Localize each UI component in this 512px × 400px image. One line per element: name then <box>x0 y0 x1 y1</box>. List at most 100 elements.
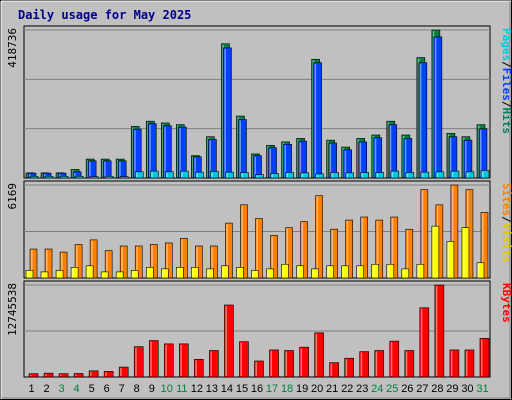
bar-pages-11 <box>180 170 189 179</box>
bar-visits-1 <box>25 270 34 279</box>
panel-middle: 6169 Sites/Visits <box>6 180 512 279</box>
legend-entry: / <box>500 61 512 68</box>
bar-visits-10 <box>160 268 169 279</box>
bar-sites-23 <box>360 216 369 279</box>
bar-visits-16 <box>251 270 259 279</box>
bar-kbytes-23 <box>359 351 370 378</box>
x-tick-label: 23 <box>356 383 368 395</box>
bar-kbytes-29 <box>449 349 460 378</box>
panel-bottom: 12745538 KBytes <box>6 280 512 378</box>
y-max-label: 418736 <box>6 28 19 68</box>
x-tick-label: 18 <box>281 383 293 395</box>
bar-sites-19 <box>300 221 308 279</box>
x-axis-day-labels: 1 2 3 4 5 6 7 8 9 10 11 12 13 14 15 16 17 18 19 20 21 22 23 24 2… <box>28 383 488 395</box>
bar-pages-20 <box>315 173 324 179</box>
bar-sites-20 <box>315 195 323 279</box>
bar-sites-31 <box>480 212 489 279</box>
x-tick-label: 16 <box>251 383 263 395</box>
bar-kbytes-4 <box>73 373 84 378</box>
legend-entry: KBytes <box>500 283 512 323</box>
y-max-label: 12745538 <box>6 283 19 336</box>
bar-kbytes-6 <box>103 371 114 378</box>
bar-visits-27 <box>416 263 425 279</box>
bar-kbytes-3 <box>58 373 69 378</box>
panel-top: 418736 Pages/Files/Hits <box>6 25 512 179</box>
bar-pages-24 <box>375 172 385 179</box>
bar-visits-22 <box>341 265 349 279</box>
bar-visits-14 <box>221 265 229 279</box>
bar-pages-31 <box>480 170 490 179</box>
bar-files-14 <box>223 47 232 179</box>
bar-visits-30 <box>461 227 470 279</box>
x-tick-label: 4 <box>74 383 80 395</box>
bar-visits-2 <box>40 271 49 279</box>
bar-sites-9 <box>149 244 158 279</box>
bar-pages-4 <box>74 175 84 179</box>
bar-kbytes-20 <box>314 332 324 378</box>
x-tick-label: 21 <box>326 383 338 395</box>
bar-sites-14 <box>225 222 233 279</box>
bar-pages-14 <box>225 171 234 179</box>
bar-kbytes-11 <box>179 343 189 378</box>
bar-visits-18 <box>281 263 289 279</box>
x-tick-label: 13 <box>206 383 218 395</box>
bar-kbytes-9 <box>148 340 159 378</box>
bar-pages-30 <box>465 171 475 179</box>
bar-kbytes-15 <box>239 341 249 378</box>
bar-sites-15 <box>240 204 248 279</box>
bar-kbytes-22 <box>344 357 354 378</box>
bar-sites-18 <box>285 227 293 279</box>
x-tick-label: 3 <box>59 383 65 395</box>
x-tick-label: 11 <box>176 383 187 395</box>
bar-kbytes-7 <box>118 366 129 378</box>
bar-sites-24 <box>375 219 384 279</box>
bar-files-15 <box>238 119 247 179</box>
bar-pages-21 <box>330 172 339 179</box>
bar-visits-11 <box>176 267 184 279</box>
legend-entry: Visits <box>500 223 512 263</box>
bar-visits-21 <box>326 265 334 279</box>
bar-sites-1 <box>29 248 38 279</box>
legend-entry: Sites <box>500 183 512 216</box>
y-max-label: 6169 <box>6 183 19 210</box>
bar-sites-6 <box>104 250 113 279</box>
bar-sites-7 <box>119 245 128 279</box>
legend-entry: / <box>500 216 512 223</box>
bar-files-7 <box>117 160 127 179</box>
bar-pages-9 <box>149 170 159 179</box>
bar-files-20 <box>313 62 322 179</box>
bar-visits-6 <box>100 271 109 279</box>
bar-files-28 <box>433 36 443 179</box>
bar-pages-28 <box>435 171 445 179</box>
chart-title: Daily usage for May 2025 <box>18 8 191 22</box>
legend: Pages/Files/Hits <box>500 28 512 134</box>
bar-sites-10 <box>164 242 173 279</box>
bar-visits-23 <box>356 265 365 279</box>
bar-kbytes-2 <box>43 372 54 378</box>
bar-visits-12 <box>191 267 199 279</box>
legend-entry: Hits <box>500 108 512 135</box>
bar-pages-27 <box>420 171 430 179</box>
x-tick-label: 20 <box>311 383 323 395</box>
bar-pages-22 <box>345 172 354 179</box>
bar-pages-26 <box>405 172 415 179</box>
bar-pages-18 <box>285 172 294 179</box>
x-tick-label: 31 <box>476 383 488 395</box>
bar-kbytes-1 <box>28 373 39 378</box>
bar-visits-4 <box>70 267 79 279</box>
bar-files-11 <box>178 126 187 179</box>
bar-pages-2 <box>44 175 54 179</box>
bar-kbytes-12 <box>194 359 204 378</box>
bar-visits-24 <box>371 263 380 279</box>
x-tick-label: 9 <box>149 383 155 395</box>
bar-sites-26 <box>405 228 414 279</box>
bar-visits-17 <box>266 268 274 279</box>
x-tick-label: 27 <box>416 383 428 395</box>
bar-visits-9 <box>145 267 154 279</box>
bar-kbytes-27 <box>419 307 430 378</box>
bar-sites-21 <box>330 228 338 279</box>
bar-files-5 <box>87 160 97 179</box>
bar-visits-28 <box>431 225 440 279</box>
legend-entry: Files <box>500 68 512 101</box>
